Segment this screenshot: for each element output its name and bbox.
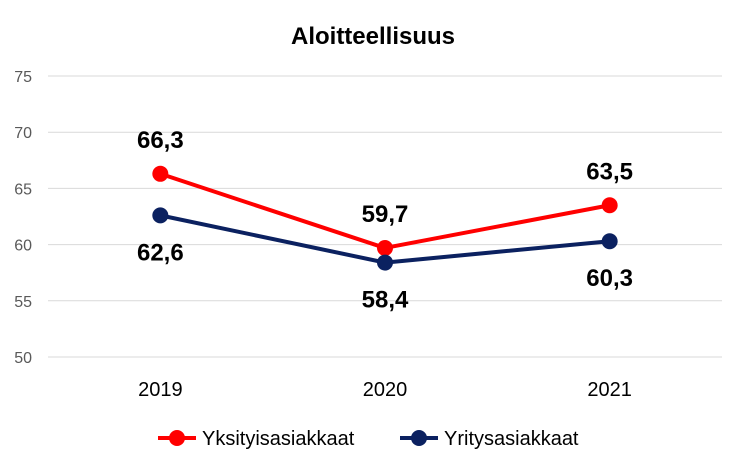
legend-item-yritysasiakkaat: Yritysasiakkaat (400, 428, 579, 450)
y-tick-label: 60 (14, 238, 32, 255)
data-point (601, 233, 618, 250)
data-label: 58,4 (362, 287, 409, 314)
data-point (377, 254, 393, 271)
x-tick-label: 2019 (138, 379, 183, 401)
legend-swatch-marker (169, 430, 185, 446)
data-label: 60,3 (586, 265, 633, 292)
data-label: 59,7 (362, 201, 409, 228)
y-tick-label: 50 (14, 350, 32, 367)
y-tick-label: 55 (14, 294, 32, 311)
x-axis-ticks: 2019 2020 2021 (138, 379, 632, 401)
legend-label: Yksityisasiakkaat (202, 428, 355, 450)
legend-label: Yritysasiakkaat (444, 428, 579, 450)
x-tick-label: 2020 (363, 379, 408, 401)
x-tick-label: 2021 (587, 379, 632, 401)
y-axis-ticks: 50 55 60 65 70 75 (14, 69, 32, 367)
data-point (377, 239, 393, 256)
legend-swatch-marker (411, 430, 427, 446)
data-point (601, 197, 618, 214)
legend: Yksityisasiakkaat Yritysasiakkaat (158, 428, 579, 450)
data-label: 62,6 (137, 239, 184, 266)
data-label: 63,5 (586, 158, 633, 185)
y-tick-label: 65 (14, 181, 32, 198)
legend-item-yksityisasiakkaat: Yksityisasiakkaat (158, 428, 355, 450)
y-tick-label: 70 (14, 125, 32, 142)
y-tick-label: 75 (14, 69, 32, 86)
data-point (152, 165, 169, 182)
data-labels: 66,3 59,7 63,5 62,6 58,4 60,3 (137, 127, 633, 314)
series-lines (152, 165, 618, 271)
data-point (152, 207, 169, 224)
chart-title: Aloitteellisuus (291, 23, 455, 50)
data-label: 66,3 (137, 127, 184, 154)
